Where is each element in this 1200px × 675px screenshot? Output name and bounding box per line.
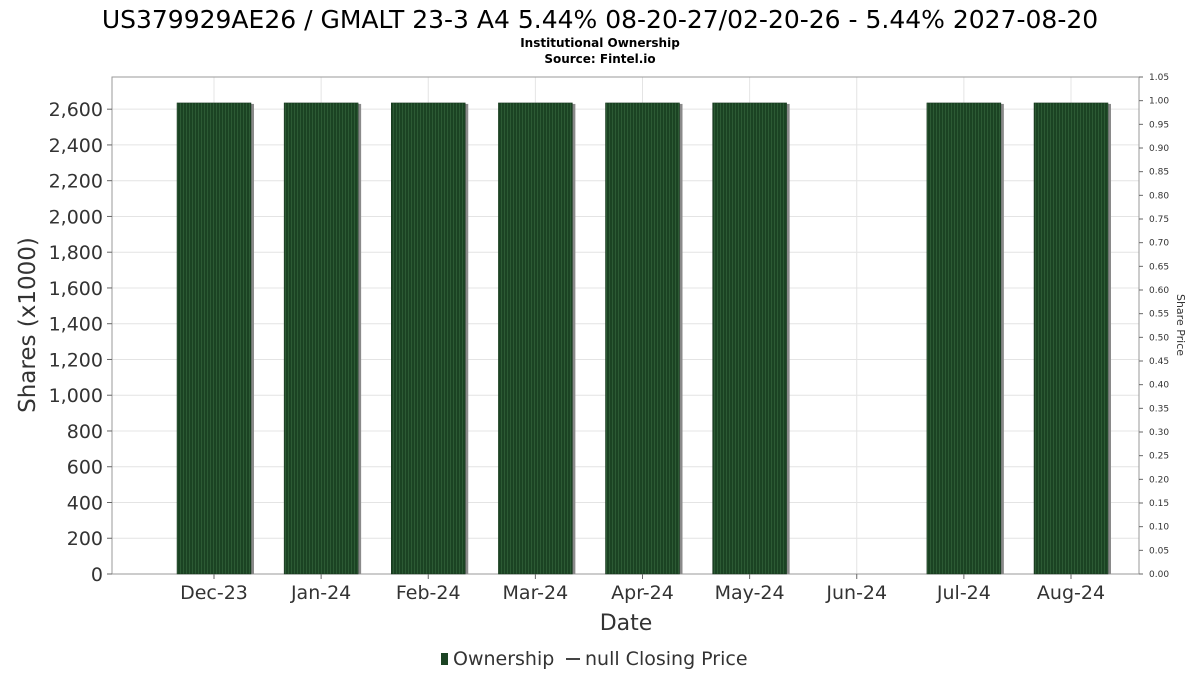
y2-tick-label: 0.45 [1149,357,1169,367]
ownership-bar [605,102,680,575]
y-tick-label: 1,800 [49,242,103,264]
x-tick-label: Jan-24 [290,582,351,604]
y2-tick-label: 0.95 [1149,120,1169,130]
x-tick-label: Apr-24 [611,582,674,604]
x-axis-ticks: Dec-23 Jan-24 Feb-24 Mar-24 Apr-24 May-24 Jun-… [180,574,1105,604]
y-tick-label: 2,400 [49,135,103,157]
legend-ownership-label: Ownership [453,648,554,670]
y2-axis-label: Share Price [1174,294,1187,356]
y2-tick-label: 0.25 [1149,452,1169,462]
y-axis-ticks: 0 200 400 600 800 1,000 1,200 1,400 1,600 1,800 2,… [49,99,112,586]
y-tick-label: 2,200 [49,171,103,193]
legend-ownership-marker [441,653,448,665]
x-tick-label: May-24 [715,582,785,604]
bars [176,102,1111,575]
y-tick-label: 1,400 [49,314,103,336]
y2-tick-label: 0.65 [1149,262,1169,272]
y2-tick-label: 0.85 [1149,168,1169,178]
y2-tick-label: 1.00 [1149,97,1169,107]
y-tick-label: 400 [67,492,103,514]
ownership-bar [1033,102,1109,575]
y2-tick-label: 0.40 [1149,381,1169,391]
ownership-bar [176,102,252,575]
y2-tick-label: 0.50 [1149,333,1169,343]
y-tick-label: 2,600 [49,99,103,121]
y-tick-label: 600 [67,457,103,479]
y2-tick-label: 0.55 [1149,310,1169,320]
ownership-bar [391,102,466,575]
y2-tick-label: 0.05 [1149,546,1169,556]
x-tick-label: Jul-24 [936,582,991,604]
y2-tick-label: 0.00 [1149,570,1169,580]
legend-price-label: null Closing Price [585,648,748,670]
y2-tick-label: 1.05 [1149,73,1169,83]
ownership-bar [712,102,787,575]
y2-tick-label: 0.30 [1149,428,1169,438]
x-tick-label: Aug-24 [1037,582,1105,604]
y2-tick-label: 0.60 [1149,286,1169,296]
y-tick-label: 0 [91,564,103,586]
ownership-bar [498,102,573,575]
chart-title: US379929AE26 / GMALT 23-3 A4 5.44% 08-20… [102,5,1098,34]
y2-tick-label: 0.35 [1149,404,1169,414]
ownership-bar [283,102,359,575]
y2-tick-label: 0.80 [1149,191,1169,201]
chart-subtitle-2: Source: Fintel.io [544,52,655,66]
y-tick-label: 1,200 [49,349,103,371]
y2-axis-ticks: 0.00 0.05 0.10 0.15 0.20 0.25 0.30 0.35 0.40 0.45… [1139,73,1169,580]
ownership-bar [926,102,1002,575]
y-tick-label: 200 [67,528,103,550]
y2-tick-label: 0.10 [1149,523,1169,533]
x-tick-label: Mar-24 [503,582,569,604]
y2-tick-label: 0.20 [1149,475,1169,485]
y-axis-label: Shares (x1000) [15,237,41,413]
y2-tick-label: 0.15 [1149,499,1169,509]
y2-tick-label: 0.75 [1149,215,1169,225]
x-tick-label: Jun-24 [825,582,887,604]
y-tick-label: 1,600 [49,278,103,300]
x-axis-label: Date [600,611,653,636]
legend: Ownership null Closing Price [441,648,748,670]
x-tick-label: Feb-24 [396,582,461,604]
chart-subtitle-1: Institutional Ownership [520,36,680,50]
y2-tick-label: 0.70 [1149,239,1169,249]
y2-tick-label: 0.90 [1149,144,1169,154]
y-tick-label: 800 [67,421,103,443]
y-tick-label: 2,000 [49,206,103,228]
y-tick-label: 1,000 [49,385,103,407]
x-tick-label: Dec-23 [180,582,248,604]
